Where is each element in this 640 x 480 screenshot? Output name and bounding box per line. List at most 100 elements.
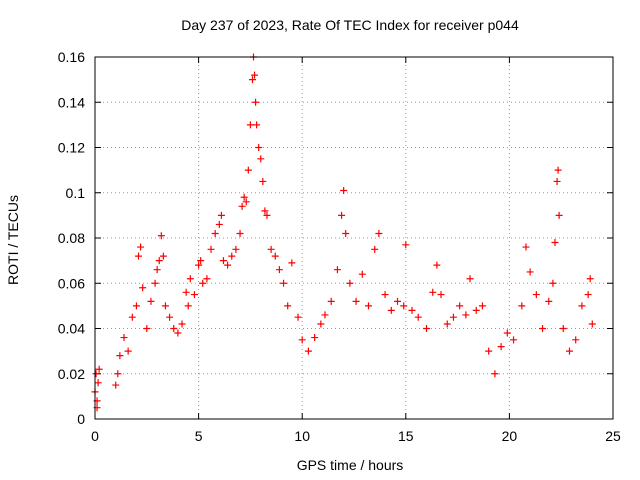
data-point xyxy=(238,202,246,210)
data-point xyxy=(246,121,254,129)
data-point xyxy=(211,229,219,237)
data-point xyxy=(437,291,445,299)
data-point xyxy=(433,261,441,269)
data-point xyxy=(526,268,534,276)
data-point xyxy=(545,297,553,305)
data-point xyxy=(522,243,530,251)
data-point xyxy=(321,311,329,319)
data-point xyxy=(565,347,573,355)
data-point xyxy=(215,220,223,228)
data-point xyxy=(365,302,373,310)
data-point xyxy=(170,325,178,332)
chart-title: Day 237 of 2023, Rate Of TEC Index for r… xyxy=(181,17,519,33)
data-point xyxy=(236,229,244,237)
data-point xyxy=(151,279,159,287)
data-point xyxy=(554,166,562,174)
data-point xyxy=(532,291,540,299)
data-point xyxy=(261,207,269,215)
x-tick-label: 0 xyxy=(91,428,99,444)
data-point xyxy=(280,279,288,287)
data-point xyxy=(586,275,594,283)
data-point xyxy=(381,291,389,299)
y-tick-label: 0 xyxy=(77,411,85,427)
data-point xyxy=(371,245,379,253)
data-point xyxy=(375,229,383,237)
data-point xyxy=(578,302,586,310)
data-point xyxy=(338,211,346,219)
grid-lines xyxy=(95,57,613,419)
data-point xyxy=(143,325,151,332)
data-point xyxy=(114,370,122,378)
data-point xyxy=(92,370,100,378)
y-tick-label: 0.04 xyxy=(58,321,85,337)
data-point xyxy=(157,232,165,240)
data-point xyxy=(224,261,232,269)
data-point xyxy=(429,288,437,296)
data-point xyxy=(572,336,580,344)
data-point xyxy=(244,166,252,174)
data-point xyxy=(340,186,348,194)
data-point xyxy=(252,98,260,106)
data-point xyxy=(485,347,493,355)
data-point xyxy=(553,177,561,185)
data-point xyxy=(549,279,557,287)
data-point xyxy=(414,313,422,321)
data-points xyxy=(91,53,596,412)
data-point xyxy=(155,257,163,265)
data-point xyxy=(135,252,143,260)
data-point xyxy=(199,279,207,287)
data-point xyxy=(263,211,271,219)
data-point xyxy=(333,266,341,274)
data-point xyxy=(394,297,402,305)
data-point xyxy=(510,336,518,344)
y-tick-label: 0.14 xyxy=(58,94,85,110)
x-tick-label: 10 xyxy=(294,428,310,444)
data-point xyxy=(456,302,464,310)
data-point xyxy=(207,245,215,253)
data-point xyxy=(466,275,474,283)
data-point xyxy=(128,313,136,321)
data-point xyxy=(174,329,182,337)
data-point xyxy=(139,284,147,292)
data-point xyxy=(147,297,155,305)
x-tick-label: 15 xyxy=(398,428,414,444)
data-point xyxy=(257,155,265,163)
data-point xyxy=(137,243,145,251)
x-tick-label: 25 xyxy=(605,428,621,444)
data-point xyxy=(491,370,499,378)
data-point xyxy=(120,334,128,342)
plot-frame xyxy=(94,56,614,420)
data-point xyxy=(203,275,211,283)
data-point xyxy=(402,241,410,249)
data-point xyxy=(294,313,302,321)
data-point xyxy=(317,320,325,328)
data-point xyxy=(342,229,350,237)
data-point xyxy=(159,252,167,260)
data-point xyxy=(327,297,335,305)
data-point xyxy=(248,76,256,84)
data-point xyxy=(443,320,451,328)
data-point xyxy=(387,306,395,314)
x-axis-label: GPS time / hours xyxy=(297,457,404,473)
data-point xyxy=(253,121,261,129)
data-point xyxy=(346,279,354,287)
y-tick-label: 0.1 xyxy=(66,185,86,201)
data-point xyxy=(228,252,236,260)
data-point xyxy=(449,313,457,321)
data-point xyxy=(178,320,186,328)
data-point xyxy=(408,306,416,314)
data-point xyxy=(186,275,194,283)
y-tick-label: 0.12 xyxy=(58,140,85,156)
data-point xyxy=(240,193,248,201)
data-point xyxy=(197,257,205,265)
x-tick-label: 20 xyxy=(502,428,518,444)
y-tick-label: 0.02 xyxy=(58,366,85,382)
data-point xyxy=(503,329,511,337)
data-point xyxy=(190,291,198,299)
data-point xyxy=(219,257,227,265)
data-point xyxy=(267,245,275,253)
data-point xyxy=(284,302,292,310)
data-point xyxy=(153,266,161,274)
data-point xyxy=(559,325,567,332)
